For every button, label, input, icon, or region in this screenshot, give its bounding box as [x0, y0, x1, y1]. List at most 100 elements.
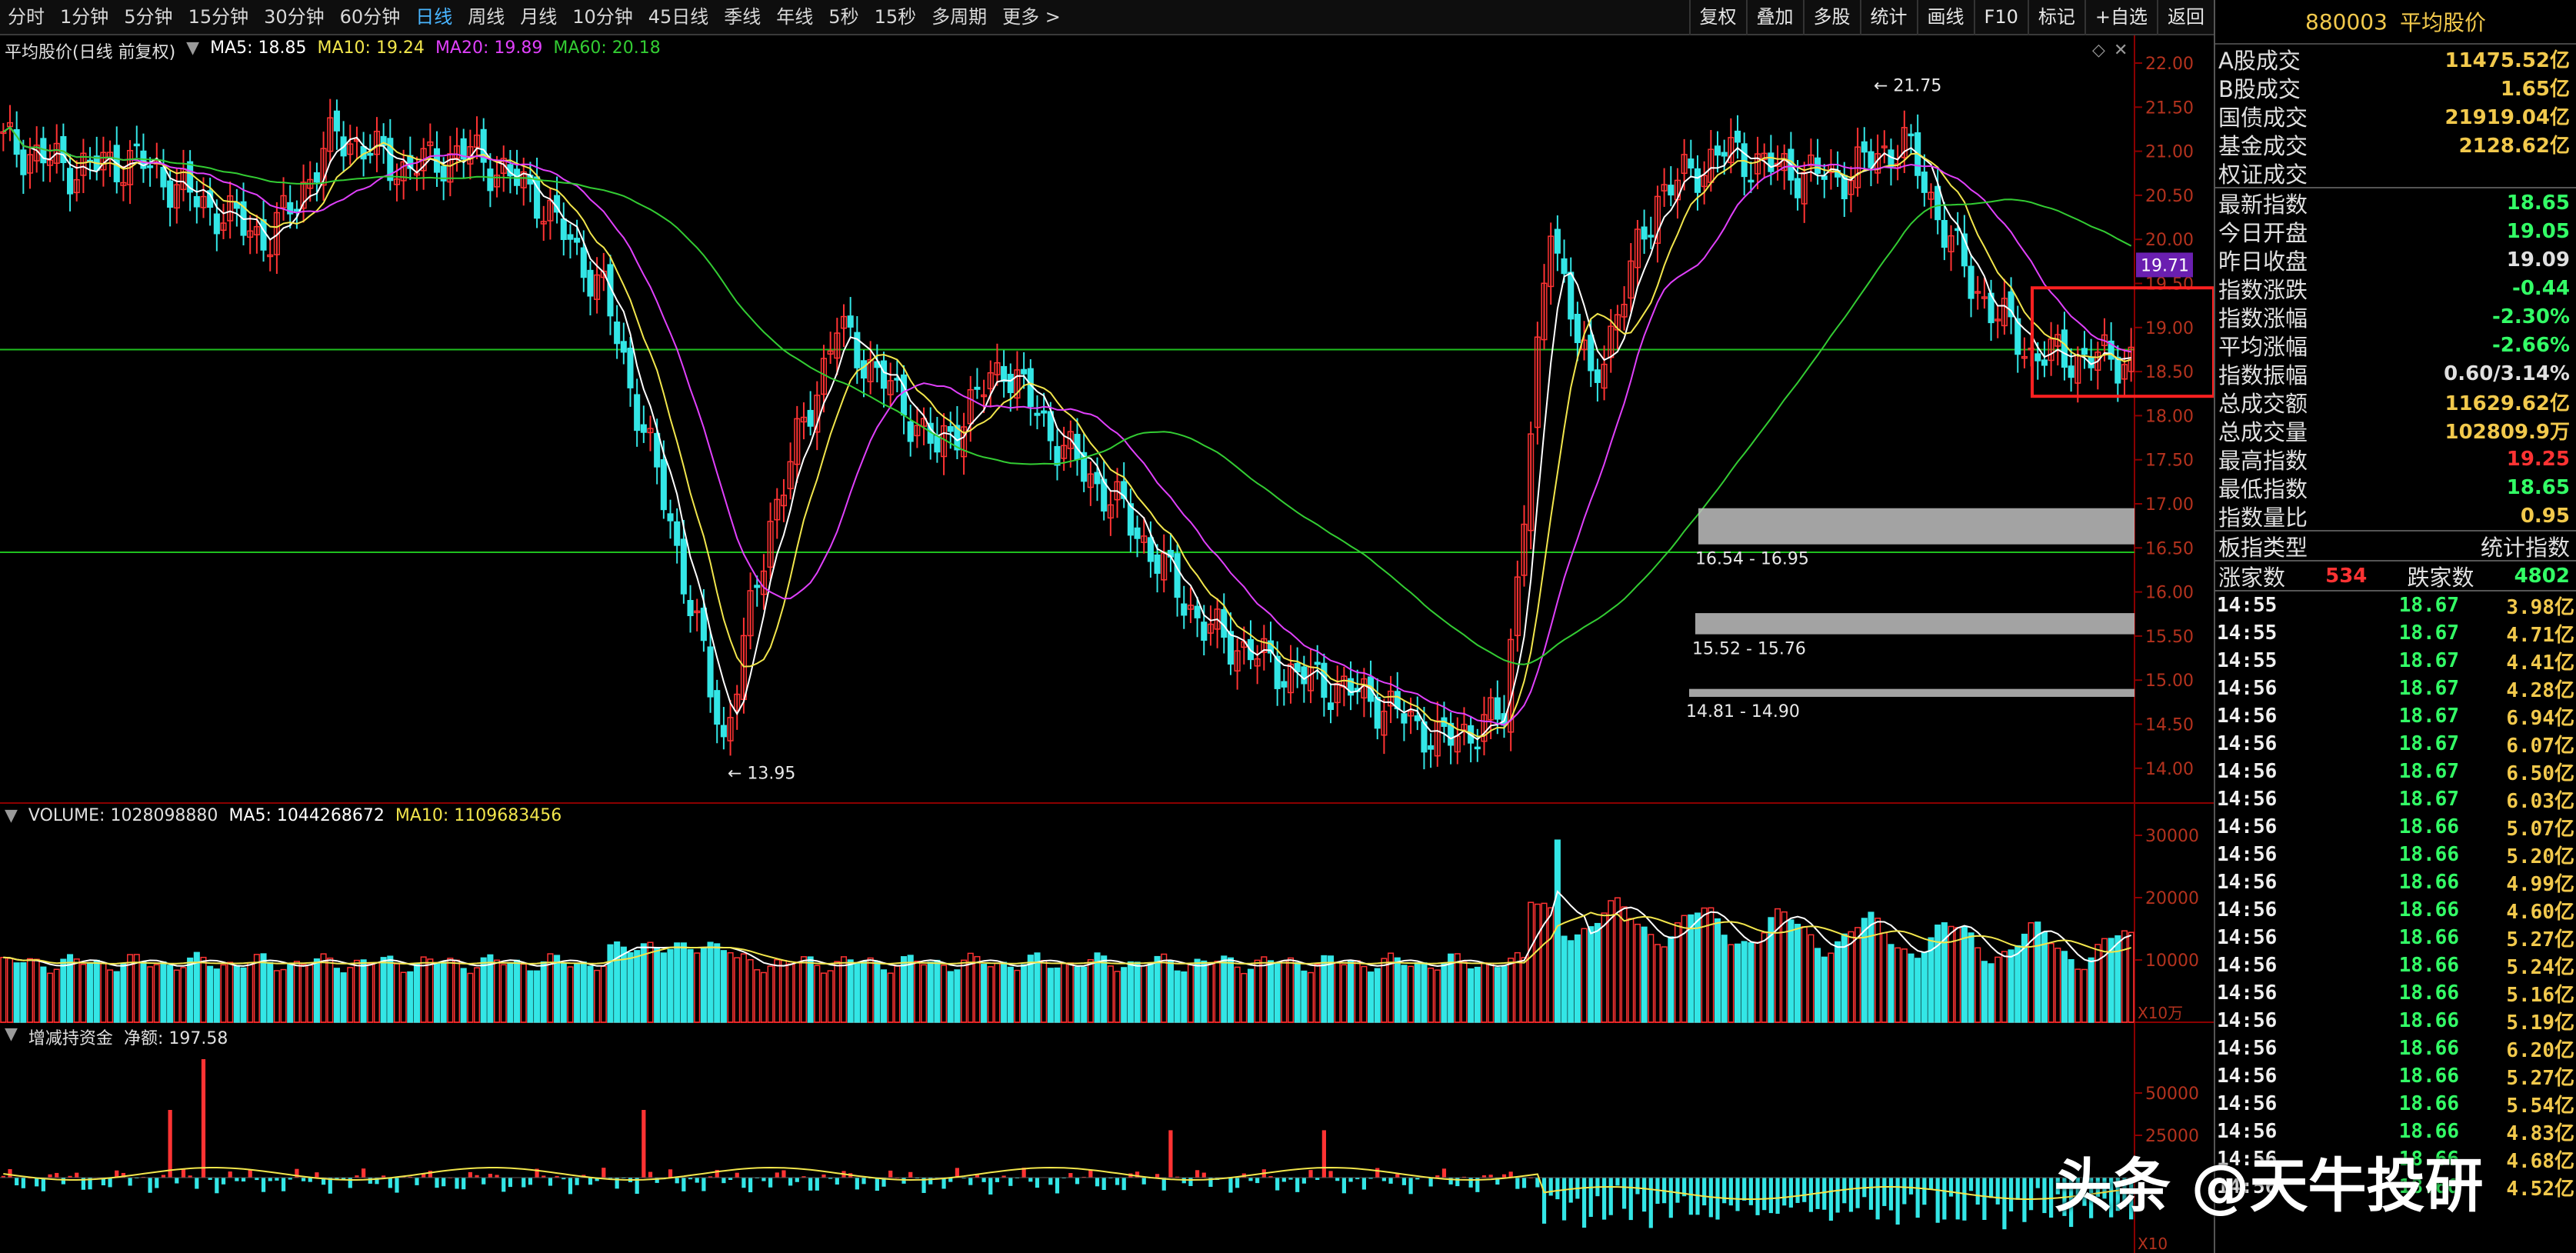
volume-toggle-icon[interactable]: ▼: [5, 806, 18, 825]
volume-bar: [1494, 967, 1501, 1023]
fund-bar: [1355, 1178, 1360, 1180]
candle-body: [854, 332, 861, 368]
period-tab[interactable]: 15分钟: [188, 6, 249, 28]
toolbar-button[interactable]: 统计: [1859, 0, 1917, 35]
period-tab[interactable]: 10分钟: [572, 6, 633, 28]
candle-body: [1861, 141, 1868, 153]
period-tab[interactable]: 分时: [8, 6, 45, 28]
fund-bar: [1115, 1178, 1120, 1185]
volume-bar: [1548, 907, 1555, 1023]
period-tab[interactable]: 5秒: [828, 6, 859, 28]
candle-body: [680, 538, 687, 595]
period-tab[interactable]: 60分钟: [339, 6, 401, 28]
volume-bar: [1514, 951, 1521, 1023]
fund-bar: [148, 1178, 152, 1193]
fund-bar: [795, 1178, 799, 1182]
candle-body: [1434, 720, 1441, 757]
volume-bar: [1368, 971, 1375, 1023]
fund-bar: [1915, 1178, 1920, 1218]
candle-body: [1588, 335, 1595, 372]
period-tab[interactable]: 月线: [520, 6, 558, 28]
toolbar-button[interactable]: 叠加: [1745, 0, 1803, 35]
volume-bar: [1374, 968, 1381, 1023]
period-tab[interactable]: 季线: [724, 6, 761, 28]
fund-bar: [1555, 1178, 1560, 1200]
volume-bar: [360, 959, 367, 1023]
fund-bar: [768, 1178, 773, 1188]
candle-body: [1654, 195, 1661, 245]
period-tab[interactable]: 周线: [468, 6, 505, 28]
candle-body: [147, 165, 154, 168]
fund-bar: [602, 1168, 606, 1178]
period-tab[interactable]: 更多 >: [1002, 6, 1061, 28]
toolbar-button[interactable]: 画线: [1916, 0, 1974, 35]
volume-bar: [987, 966, 994, 1023]
fund-bar: [1301, 1178, 1306, 1184]
candle-body: [627, 348, 634, 388]
candle-body: [1494, 697, 1501, 720]
tick-list[interactable]: 14:55 18.67 3.98亿 14:55 18.67 4.71亿 14:55 18.67…: [2215, 592, 2576, 1201]
tick-amount: 6.20亿: [2506, 1038, 2574, 1062]
legend-toggle-icon[interactable]: ▼: [186, 38, 200, 58]
tick-amount: 5.20亿: [2506, 845, 2574, 868]
toolbar-button[interactable]: 复权: [1688, 0, 1746, 35]
volume-bar: [814, 965, 821, 1023]
period-tab[interactable]: 多周期: [931, 6, 988, 28]
candle-body: [427, 141, 434, 146]
candle-body: [1127, 503, 1134, 536]
tick-row: 14:56 18.66 4.83亿: [2215, 1118, 2576, 1145]
tick-time: 14:56: [2217, 871, 2278, 894]
volume-bar: [834, 961, 841, 1023]
period-tab[interactable]: 日线: [415, 6, 453, 28]
volume-bar: [994, 962, 1001, 1023]
fund-bar: [275, 1178, 279, 1181]
volume-ma5-line: [3, 890, 2132, 968]
fund-ma-line: [3, 1166, 2131, 1201]
fund-bar: [562, 1178, 566, 1180]
period-tab[interactable]: 5分钟: [124, 6, 173, 28]
stat-value: 21919.04亿: [2444, 106, 2570, 129]
fund-axis-label: 25000: [2145, 1127, 2199, 1146]
volume-bar: [133, 954, 140, 1023]
period-tab[interactable]: 30分钟: [264, 6, 325, 28]
period-tab[interactable]: 45日线: [648, 6, 709, 28]
period-tab[interactable]: 15秒: [874, 6, 917, 28]
volume-bar: [714, 943, 721, 1023]
period-tab[interactable]: 1分钟: [60, 6, 109, 28]
volume-bar: [467, 972, 474, 1023]
fund-bar: [655, 1178, 659, 1183]
candle-body: [287, 202, 294, 215]
candle-body: [300, 182, 307, 209]
fund-bar: [668, 1169, 673, 1178]
fund-bar: [1635, 1178, 1640, 1195]
fund-bar: [1802, 1178, 1807, 1202]
toolbar-button[interactable]: 多股: [1802, 0, 1860, 35]
toolbar-button[interactable]: F10: [1973, 0, 2028, 35]
toolbar-button[interactable]: 返回: [2157, 0, 2214, 35]
tick-time: 14:55: [2217, 594, 2278, 617]
candle-body: [1041, 410, 1048, 414]
candle-body: [2048, 338, 2054, 362]
candle-body: [534, 176, 541, 219]
tick-row: 14:56 18.66 5.27亿: [2215, 1062, 2576, 1090]
volume-bar: [1974, 947, 1981, 1023]
candle-body: [133, 143, 140, 147]
toolbar-button[interactable]: +自选: [2084, 0, 2157, 35]
toolbar-button[interactable]: 标记: [2027, 0, 2084, 35]
volume-bar: [947, 971, 954, 1023]
candle-body: [1488, 697, 1495, 721]
fund-bar: [1435, 1175, 1440, 1178]
candle-body: [1448, 722, 1455, 746]
volume-bar: [1634, 923, 1641, 1023]
volume-bar: [1014, 969, 1021, 1023]
volume-axis-label: 30000: [2145, 827, 2199, 846]
volume-bar: [2081, 968, 2088, 1023]
fund-toggle-icon[interactable]: ▼: [5, 1025, 18, 1044]
period-tab[interactable]: 年线: [776, 6, 814, 28]
kline-chart[interactable]: 22.00 21.50 21.00 20.50 20.00 19.50 19.00 18.50…: [0, 35, 2214, 1253]
tick-amount: 5.24亿: [2506, 955, 2574, 979]
candle-body: [674, 521, 681, 546]
price-axis-label: 14.00: [2145, 760, 2194, 779]
chart-area[interactable]: 22.00 21.50 21.00 20.50 20.00 19.50 19.00 18.50…: [0, 35, 2214, 1253]
candle-body: [1107, 504, 1114, 519]
